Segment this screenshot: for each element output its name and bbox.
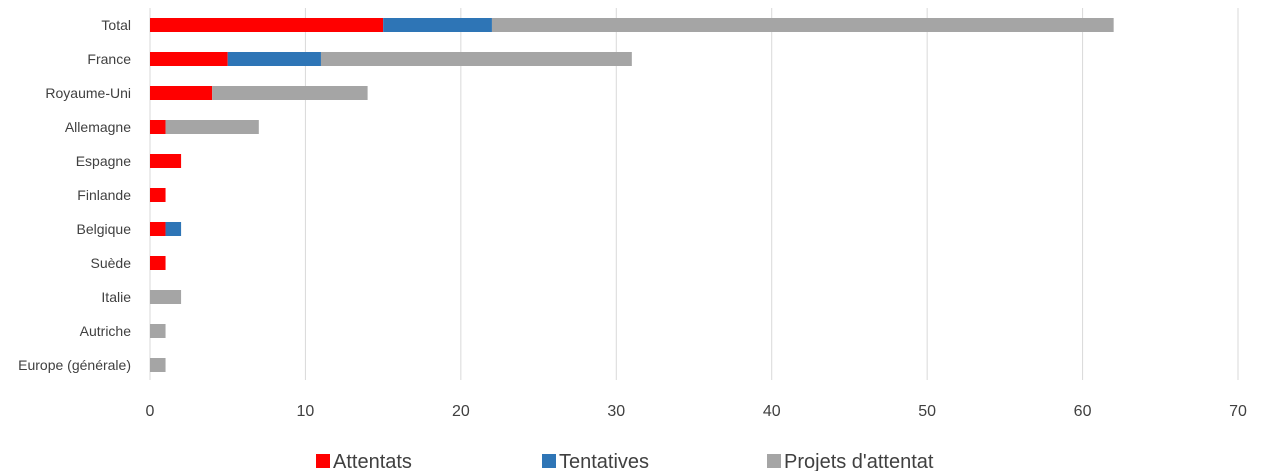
legend-swatch-2 <box>542 454 556 468</box>
category-labels: Total France Royaume-Uni Allemagne Espagne Fi… <box>18 17 131 373</box>
bar-segment-1 <box>150 222 166 236</box>
bar-segment-1 <box>150 86 213 100</box>
legend: Attentats Tentatives Projets d'attentat <box>316 451 934 471</box>
category-label: Autriche <box>80 323 132 339</box>
bar-segment-1 <box>150 154 182 168</box>
bar-segment-3 <box>212 86 368 100</box>
gridlines <box>149 8 1239 380</box>
bar-segment-1 <box>150 120 166 134</box>
bar-segment-1 <box>150 256 166 270</box>
x-tick-label: 60 <box>1074 403 1092 420</box>
bars <box>150 18 1114 372</box>
bar-segment-1 <box>150 188 166 202</box>
category-label: Italie <box>101 289 131 305</box>
category-label: Royaume-Uni <box>45 85 131 101</box>
bar-segment-3 <box>150 290 182 304</box>
bar-segment-3 <box>491 18 1114 32</box>
bar-segment-1 <box>150 18 384 32</box>
x-tick-label: 50 <box>918 403 936 420</box>
category-label: Total <box>101 17 131 33</box>
bar-segment-3 <box>150 324 166 338</box>
legend-label-2: Tentatives <box>559 451 649 471</box>
legend-swatch-3 <box>767 454 781 468</box>
x-tick-label: 0 <box>146 403 155 420</box>
bar-segment-1 <box>150 52 228 66</box>
category-label: Finlande <box>77 187 131 203</box>
bar-segment-2 <box>165 222 182 236</box>
x-tick-labels: 0 10 20 30 40 50 60 70 <box>146 403 1247 420</box>
x-tick-label: 20 <box>452 403 470 420</box>
legend-label-3: Projets d'attentat <box>784 451 934 471</box>
x-tick-label: 70 <box>1229 403 1247 420</box>
legend-label-1: Attentats <box>333 451 412 471</box>
bar-segment-3 <box>320 52 632 66</box>
category-label: Espagne <box>76 153 131 169</box>
x-tick-label: 40 <box>763 403 781 420</box>
bar-segment-3 <box>165 120 259 134</box>
bar-segment-2 <box>227 52 321 66</box>
category-label: Belgique <box>77 221 132 237</box>
category-label: Europe (générale) <box>18 357 131 373</box>
x-tick-label: 10 <box>297 403 315 420</box>
legend-swatch-1 <box>316 454 330 468</box>
category-label: France <box>87 51 131 67</box>
category-label: Suède <box>91 255 132 271</box>
bar-segment-2 <box>383 18 492 32</box>
x-tick-label: 30 <box>607 403 625 420</box>
bar-segment-3 <box>150 358 166 372</box>
category-label: Allemagne <box>65 119 131 135</box>
